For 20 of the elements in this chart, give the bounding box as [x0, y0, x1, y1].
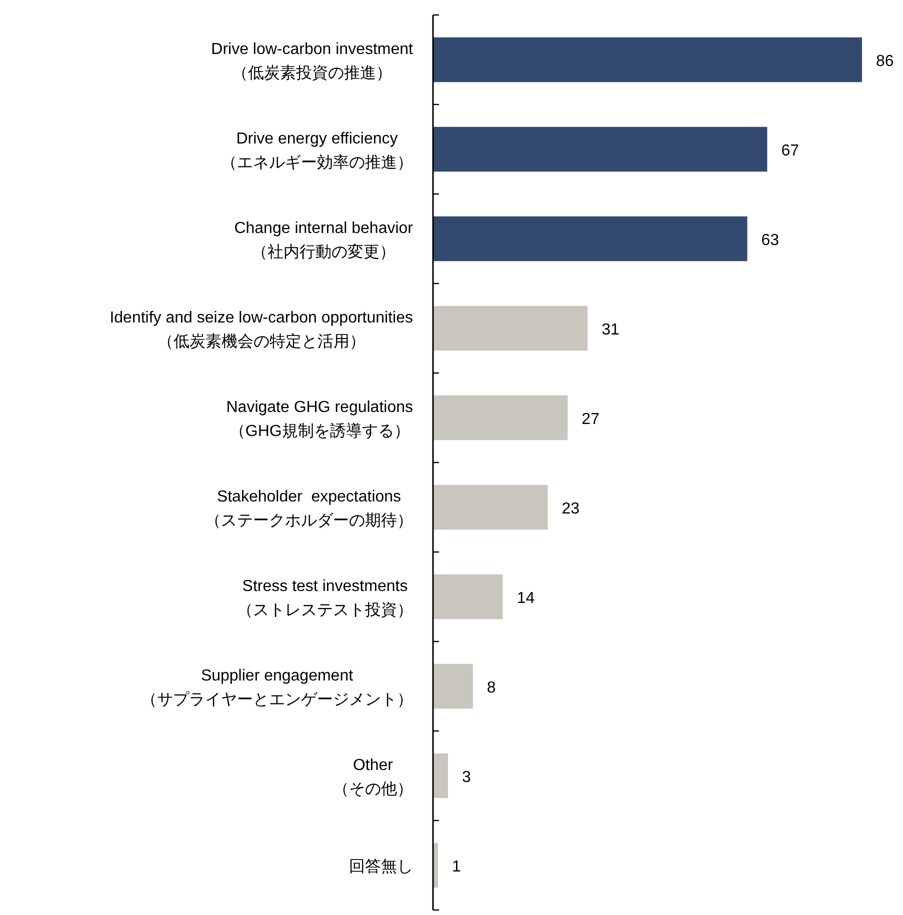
- data-label: 63: [761, 232, 780, 249]
- y-tick-label: Drive low-carbon investment （低炭素投資の推進）: [211, 40, 414, 82]
- data-label: 23: [562, 500, 580, 518]
- y-tick-label: Identify and seize low-carbon opportunities （低炭素機会の特定と活用）: [110, 309, 413, 350]
- y-tick-label: Drive energy efficiency （エネルギー効率の推進）: [221, 130, 413, 172]
- data-label: 14: [516, 590, 535, 607]
- data-label: 1: [452, 858, 461, 876]
- data-label: 31: [602, 321, 620, 338]
- y-tick-label: Supplier engagement （サプライヤーとエンゲージメント）: [141, 667, 413, 708]
- y-tick-label: Change internal behavior （社内行動の変更）: [234, 220, 414, 261]
- data-label: 27: [582, 410, 600, 428]
- data-label: 3: [462, 768, 471, 786]
- y-tick-label: Stakeholder expectations （ステークホルダーの期待）: [205, 488, 413, 530]
- y-tick-label: Stress test investments （ストレステスト投資）: [237, 578, 413, 619]
- y-tick-label: Other （その他）: [333, 756, 413, 798]
- y-tick-label: Navigate GHG regulations （GHG規制を誘導する）: [226, 398, 413, 440]
- data-label: 8: [486, 679, 496, 696]
- y-tick-label: 回答無し: [349, 858, 413, 876]
- data-label: 67: [781, 142, 800, 160]
- data-label: 86: [876, 52, 894, 70]
